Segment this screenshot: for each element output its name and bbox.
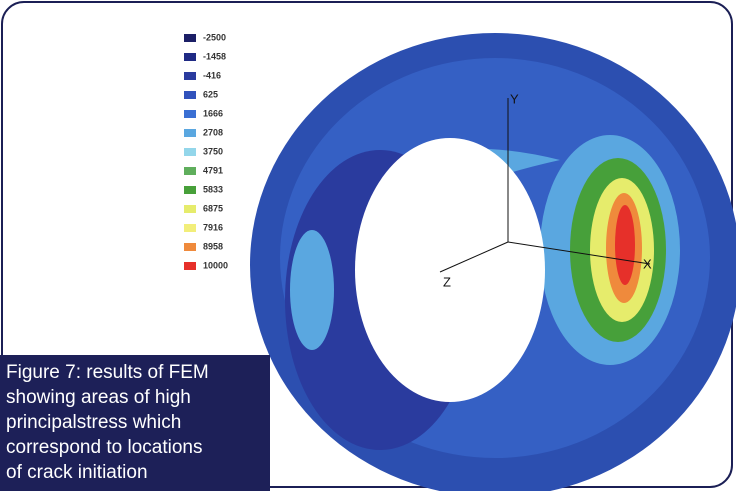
caption-line: principalstress which [6,412,181,433]
caption-line: correspond to locations [6,437,202,458]
legend-label: 5833 [203,184,223,194]
figure: Y X Z -2500 -1458 -416 625 1666 2708 3750 4791 5… [0,0,736,491]
axis-label: Y [510,91,519,106]
legend-swatch [184,243,196,251]
legend-label: 2708 [203,127,223,137]
legend-label: 8958 [203,241,223,251]
axis-label: X [643,256,652,271]
legend-swatch [184,110,196,118]
legend-swatch [184,205,196,213]
fem-model: Y X Z [250,33,736,491]
legend-swatch [184,186,196,194]
legend-swatch [184,34,196,42]
page: Y X Z -2500 -1458 -416 625 1666 2708 3750 4791 5… [0,0,736,491]
legend-swatch [184,167,196,175]
legend-swatch [184,224,196,232]
caption-line: of crack initiation [6,462,148,483]
legend-label: 10000 [203,260,228,270]
legend-swatch [184,262,196,270]
legend-label: -416 [203,70,221,80]
legend-swatch [184,53,196,61]
legend-swatch [184,72,196,80]
legend-swatch [184,129,196,137]
legend-label: -1458 [203,51,226,61]
legend-label: 4791 [203,165,223,175]
legend-label: 3750 [203,146,223,156]
caption-line: showing areas of high [6,387,191,408]
legend-label: 7916 [203,222,223,232]
legend-swatch [184,91,196,99]
legend-label: -2500 [203,32,226,42]
legend-label: 1666 [203,108,223,118]
bore [355,138,545,402]
legend-swatch [184,148,196,156]
caption-line: Figure 7: results of FEM [6,362,209,383]
stress-zone [290,230,334,350]
legend-label: 625 [203,89,218,99]
stress-zone [615,205,635,285]
axis-label: Z [443,274,451,289]
legend-label: 6875 [203,203,223,213]
